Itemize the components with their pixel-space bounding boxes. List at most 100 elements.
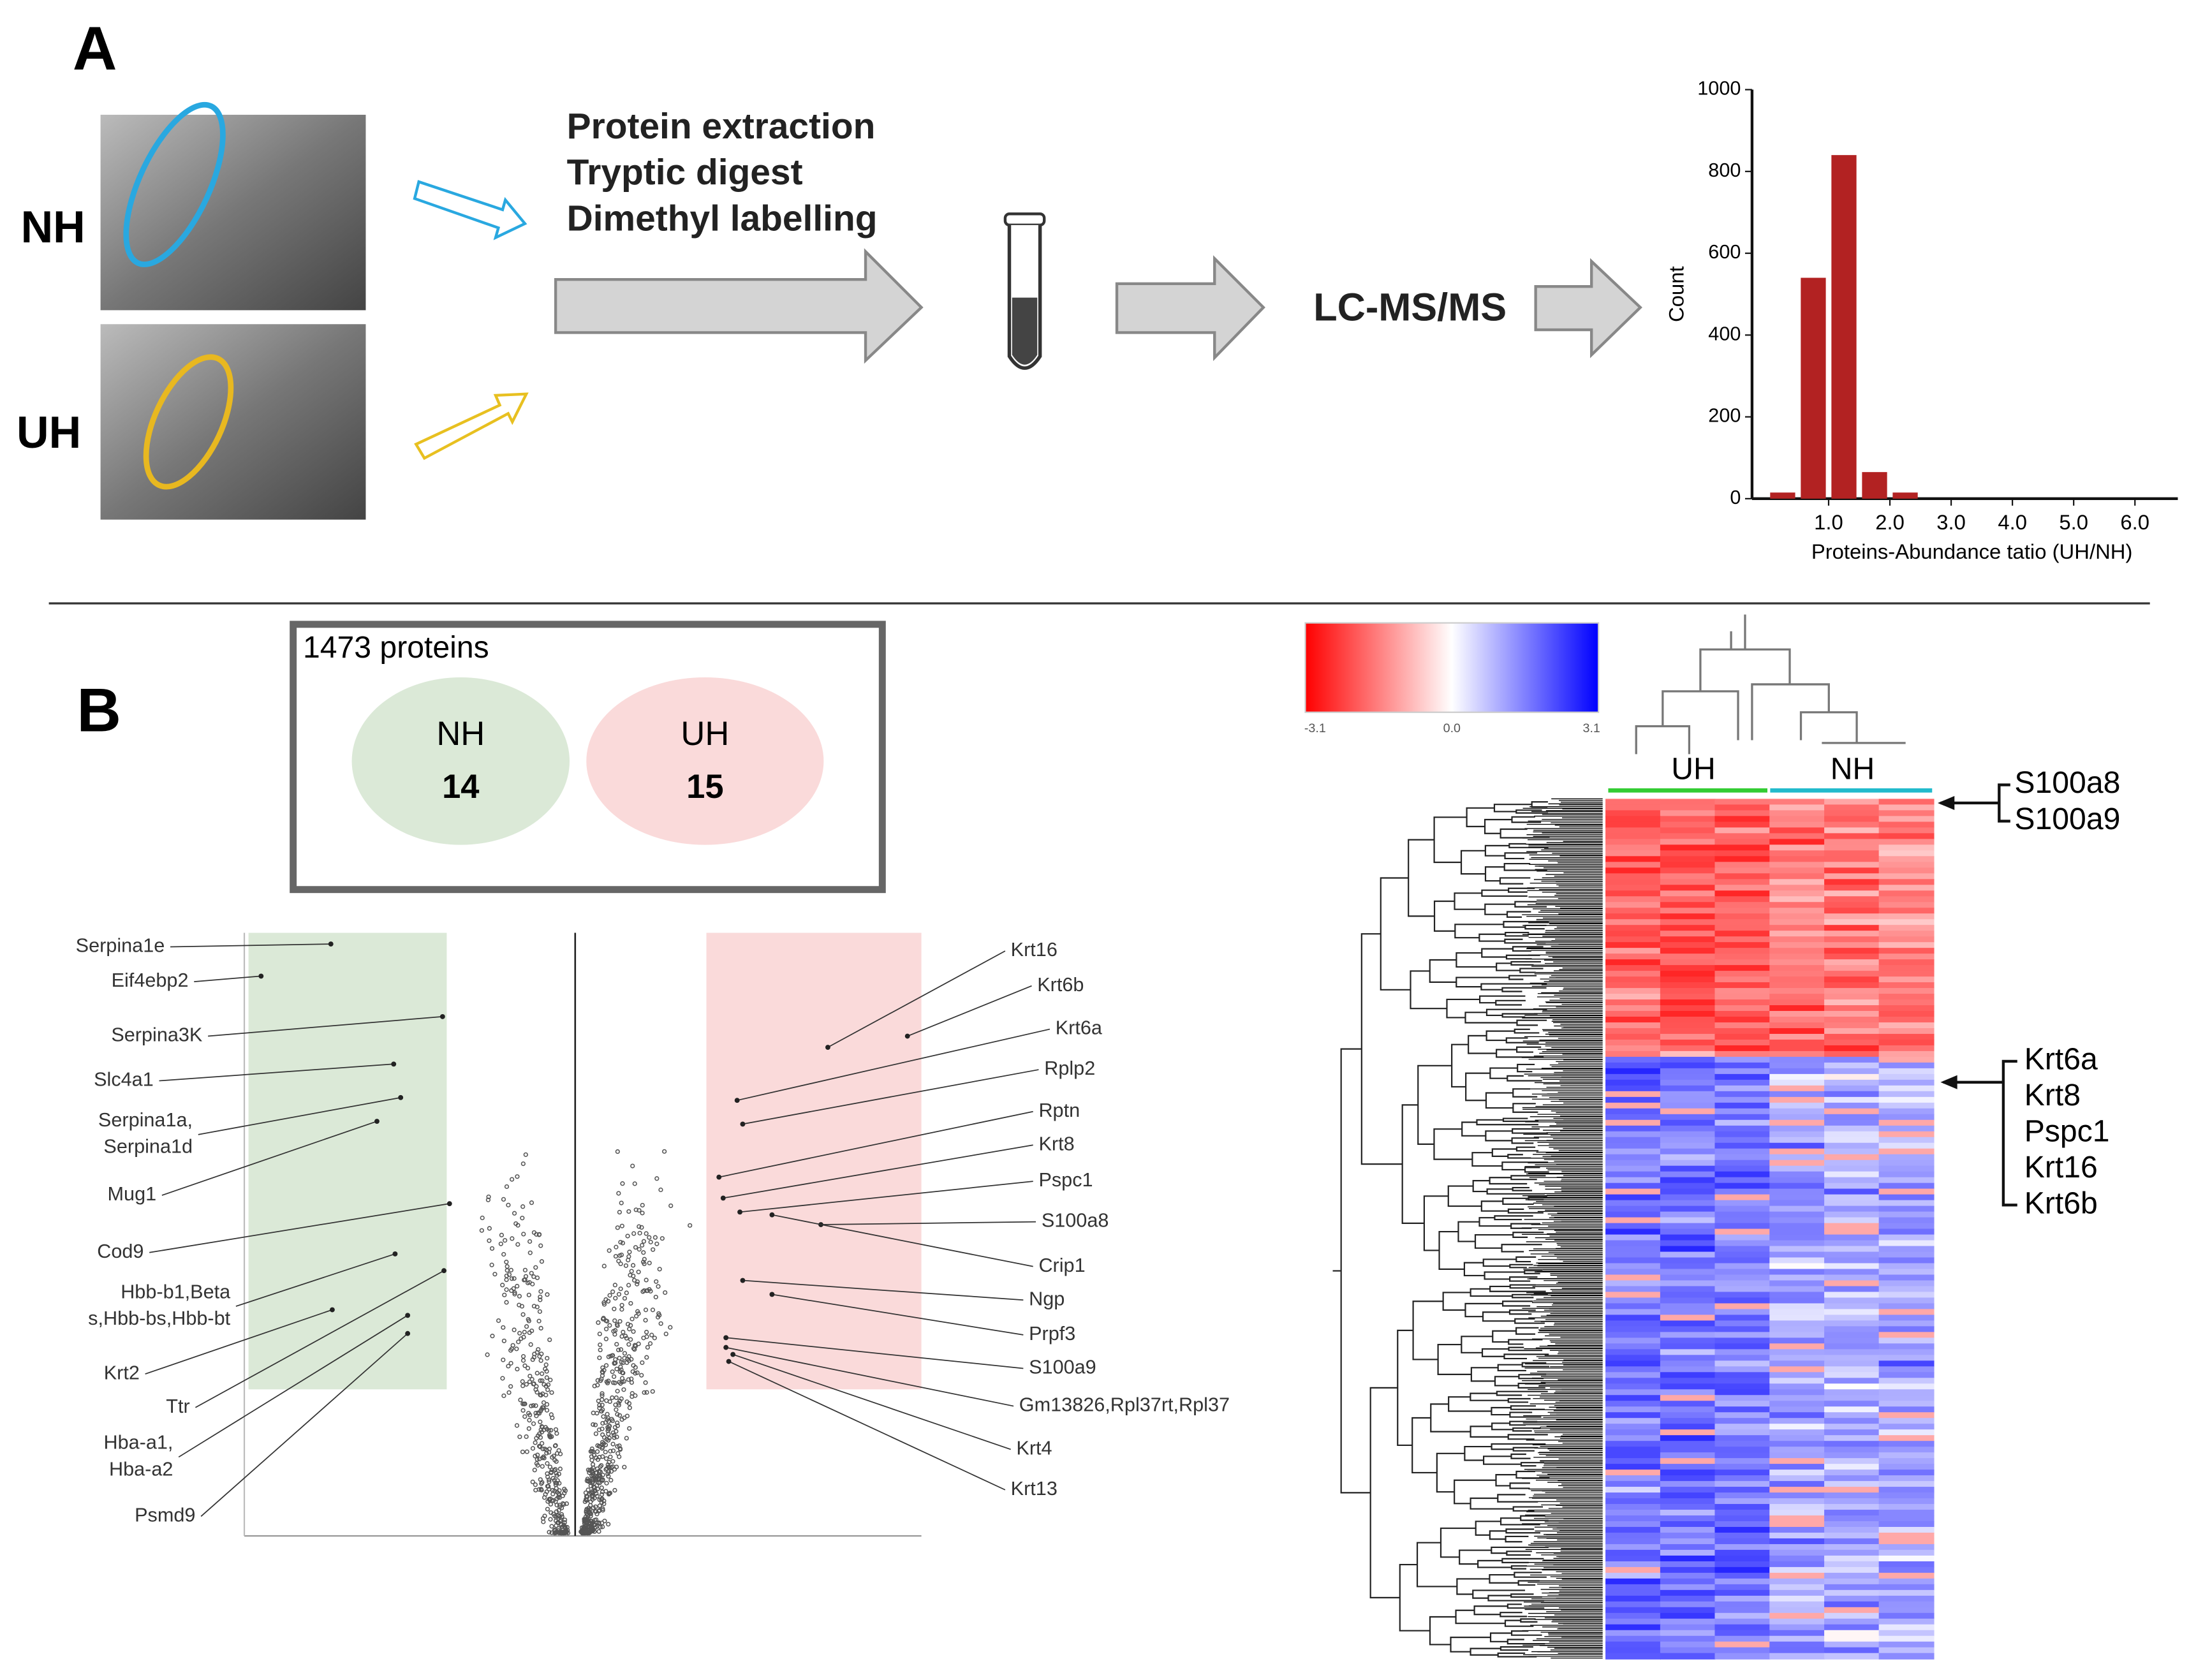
- point: [518, 1397, 523, 1403]
- branch: [1500, 1612, 1528, 1617]
- cell: [1824, 1601, 1880, 1608]
- cell: [1660, 959, 1716, 966]
- point: [597, 1497, 602, 1503]
- cell: [1605, 1292, 1661, 1299]
- point: [603, 1449, 608, 1455]
- cell: [1660, 1011, 1716, 1018]
- branch: [1505, 1535, 1529, 1543]
- point: [635, 1281, 640, 1286]
- cell: [1714, 890, 1771, 897]
- point: [640, 1202, 645, 1208]
- branch: [1484, 818, 1512, 834]
- point: [639, 1225, 644, 1230]
- point: [589, 1448, 594, 1454]
- cell: [1714, 919, 1771, 926]
- leader: [907, 985, 1032, 1037]
- cell: [1769, 1492, 1825, 1499]
- cell: [1714, 862, 1771, 869]
- point: [640, 1260, 646, 1265]
- cell: [1605, 1561, 1661, 1568]
- cell: [1714, 885, 1771, 892]
- cell: [1660, 1240, 1716, 1247]
- cell: [1878, 1228, 1935, 1235]
- point: [612, 1306, 617, 1311]
- cell: [1660, 1205, 1716, 1212]
- point: [535, 1452, 540, 1457]
- cell: [1660, 1612, 1716, 1619]
- cell: [1714, 1343, 1771, 1350]
- point: [590, 1470, 595, 1476]
- cell: [1878, 1016, 1935, 1024]
- cell: [1605, 804, 1661, 811]
- cell: [1605, 1028, 1661, 1035]
- point: [603, 1456, 609, 1461]
- branch: [1456, 976, 1510, 988]
- branch: [1470, 1426, 1508, 1438]
- photo: [100, 324, 366, 520]
- point: [593, 1431, 598, 1436]
- cell: [1660, 1297, 1716, 1304]
- branch: [1485, 1130, 1513, 1142]
- leader: [719, 1110, 1033, 1178]
- cell: [1769, 1452, 1825, 1459]
- point: [624, 1336, 629, 1341]
- point: [608, 1478, 614, 1483]
- leader: [723, 1144, 1033, 1199]
- cell: [1605, 1096, 1661, 1103]
- cell: [1824, 1498, 1880, 1505]
- cell: [1824, 1269, 1880, 1276]
- cell: [1714, 1280, 1771, 1287]
- branch: [1340, 1048, 1371, 1494]
- cell: [1714, 1470, 1771, 1477]
- point: [614, 1244, 619, 1249]
- leader: [178, 1315, 408, 1458]
- group-label: UH: [17, 408, 81, 457]
- cell: [1714, 1424, 1771, 1431]
- cell: [1769, 1228, 1825, 1235]
- cell: [1660, 1406, 1716, 1413]
- branch: [1524, 1167, 1549, 1173]
- cell: [1824, 1050, 1880, 1058]
- point: [522, 1277, 527, 1282]
- cell: [1878, 1303, 1935, 1310]
- cell: [1769, 1624, 1825, 1631]
- cell: [1824, 1142, 1880, 1149]
- cell: [1824, 1073, 1880, 1080]
- x-tick-label: 5.0: [2059, 510, 2088, 534]
- cell: [1660, 1137, 1716, 1144]
- cell: [1878, 1618, 1935, 1625]
- point: [591, 1452, 597, 1458]
- branch: [1507, 1603, 1545, 1609]
- cell: [1878, 822, 1935, 829]
- cell: [1824, 1475, 1880, 1482]
- point: [607, 1323, 612, 1328]
- cell: [1878, 988, 1935, 995]
- branch: [1508, 887, 1535, 893]
- cell: [1769, 1464, 1825, 1471]
- branch: [1510, 1565, 1528, 1570]
- cell: [1824, 1447, 1880, 1454]
- cell: [1769, 856, 1825, 863]
- cell: [1824, 1624, 1880, 1631]
- cell: [1660, 1618, 1716, 1625]
- cell: [1660, 1108, 1716, 1115]
- cell: [1605, 1200, 1661, 1207]
- cell: [1660, 1079, 1716, 1086]
- cell: [1769, 1515, 1825, 1522]
- point: [600, 1489, 605, 1494]
- cell: [1660, 827, 1716, 834]
- point: [621, 1379, 626, 1384]
- cell: [1605, 1056, 1661, 1064]
- cell: [1605, 1372, 1661, 1379]
- cell: [1878, 965, 1935, 972]
- cell: [1714, 1108, 1771, 1115]
- branch: [1510, 1453, 1531, 1459]
- point: [520, 1449, 526, 1454]
- cell: [1824, 799, 1880, 806]
- point: [653, 1294, 658, 1300]
- branch: [1496, 962, 1521, 971]
- cell: [1714, 1504, 1771, 1511]
- point: [582, 1519, 587, 1524]
- cell: [1769, 1062, 1825, 1070]
